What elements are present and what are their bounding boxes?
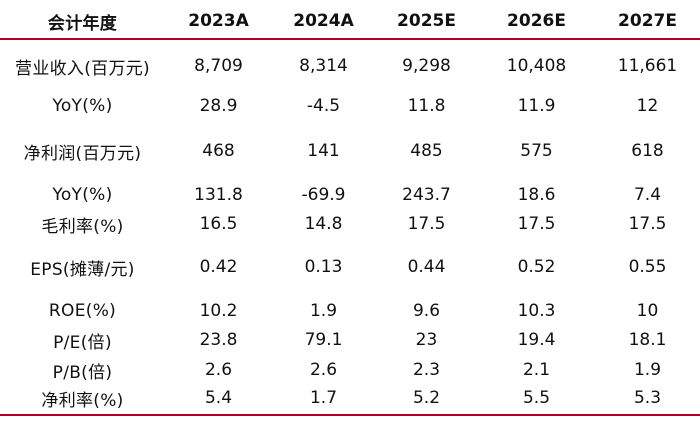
table-cell: 18.1 (628, 330, 667, 350)
table-cell: 9,298 (402, 56, 451, 76)
table-cell: 11.9 (517, 96, 556, 116)
table-cell: 1.9 (309, 301, 338, 321)
table-cell: 23 (415, 330, 438, 350)
row-label: EPS(摊薄/元) (30, 259, 135, 280)
table-cell: 11,661 (617, 56, 678, 76)
table-header-row: 会计年度 2023A 2024A 2025E 2026E 2027E (0, 4, 700, 38)
table-cell: 14.8 (304, 214, 343, 234)
table-row-revenue-yoy: YoY(%) 28.9 -4.5 11.8 11.9 12 (0, 89, 700, 123)
table-cell: -69.9 (301, 185, 346, 205)
table-cell: 5.3 (633, 388, 662, 408)
header-divider-rule (0, 38, 700, 40)
table-cell: 17.5 (517, 214, 556, 234)
table-cell: 5.2 (412, 388, 441, 408)
table-cell: 1.9 (633, 360, 662, 380)
row-label: ROE(%) (48, 301, 117, 321)
table-cell: 468 (202, 141, 235, 161)
table-cell: 5.4 (204, 388, 233, 408)
row-label: YoY(%) (52, 96, 113, 116)
table-cell: 2.6 (309, 360, 338, 380)
table-cell: 11.8 (407, 96, 446, 116)
table-row-pe: P/E(倍) 23.8 79.1 23 19.4 18.1 (0, 323, 700, 357)
row-label: 营业收入(百万元) (15, 58, 150, 79)
table-row-eps: EPS(摊薄/元) 0.42 0.13 0.44 0.52 0.55 (0, 250, 700, 284)
table-cell: 79.1 (304, 330, 343, 350)
row-label: 净利率(%) (41, 390, 124, 411)
table-cell: 0.42 (199, 257, 238, 277)
table-row-pb: P/B(倍) 2.6 2.6 2.3 2.1 1.9 (0, 353, 700, 387)
table-cell: 575 (520, 141, 553, 161)
table-cell: 28.9 (199, 96, 238, 116)
table-row-net-profit: 净利润(百万元) 468 141 485 575 618 (0, 134, 700, 168)
table-cell: 23.8 (199, 330, 238, 350)
table-row-roe: ROE(%) 10.2 1.9 9.6 10.3 10 (0, 294, 700, 328)
table-cell: 131.8 (194, 185, 243, 205)
row-label: 毛利率(%) (41, 216, 124, 237)
table-cell: 141 (307, 141, 340, 161)
table-cell: 17.5 (407, 214, 446, 234)
table-cell: 18.6 (517, 185, 556, 205)
table-cell: 10 (636, 301, 659, 321)
table-row-net-profit-yoy: YoY(%) 131.8 -69.9 243.7 18.6 7.4 (0, 178, 700, 212)
table-cell: 0.55 (628, 257, 667, 277)
table-cell: 12 (636, 96, 659, 116)
table-cell: 2.1 (522, 360, 551, 380)
table-cell: 19.4 (517, 330, 556, 350)
header-cell-2024a: 2024A (293, 11, 354, 31)
table-cell: 9.6 (412, 301, 441, 321)
row-label: YoY(%) (52, 185, 113, 205)
table-cell: 17.5 (628, 214, 667, 234)
table-cell: 0.52 (517, 257, 556, 277)
header-cell-2023a: 2023A (188, 11, 249, 31)
table-cell: 485 (410, 141, 443, 161)
table-cell: 5.5 (522, 388, 551, 408)
table-cell: 243.7 (402, 185, 451, 205)
table-cell: 8,314 (299, 56, 348, 76)
bottom-divider-rule (0, 414, 700, 416)
table-cell: 0.13 (304, 257, 343, 277)
table-cell: 2.6 (204, 360, 233, 380)
table-cell: 0.44 (407, 257, 446, 277)
row-label: P/E(倍) (53, 332, 112, 353)
table-row-net-margin: 净利率(%) 5.4 1.7 5.2 5.5 5.3 (0, 383, 700, 413)
table-cell: 10.3 (517, 301, 556, 321)
table-cell: 16.5 (199, 214, 238, 234)
table-cell: 10.2 (199, 301, 238, 321)
table-cell: 8,709 (194, 56, 243, 76)
table-cell: 10,408 (506, 56, 567, 76)
header-cell-fiscal-year: 会计年度 (47, 13, 118, 34)
row-label: P/B(倍) (52, 362, 113, 383)
header-cell-2025e: 2025E (397, 11, 456, 31)
table-cell: -4.5 (306, 96, 341, 116)
table-cell: 7.4 (633, 185, 662, 205)
header-cell-2026e: 2026E (507, 11, 566, 31)
row-label: 净利润(百万元) (23, 143, 142, 164)
table-row-gross-margin: 毛利率(%) 16.5 14.8 17.5 17.5 17.5 (0, 207, 700, 241)
table-cell: 618 (631, 141, 664, 161)
header-cell-2027e: 2027E (618, 11, 677, 31)
table-cell: 2.3 (412, 360, 441, 380)
table-cell: 1.7 (309, 388, 338, 408)
table-row-revenue: 营业收入(百万元) 8,709 8,314 9,298 10,408 11,66… (0, 49, 700, 83)
